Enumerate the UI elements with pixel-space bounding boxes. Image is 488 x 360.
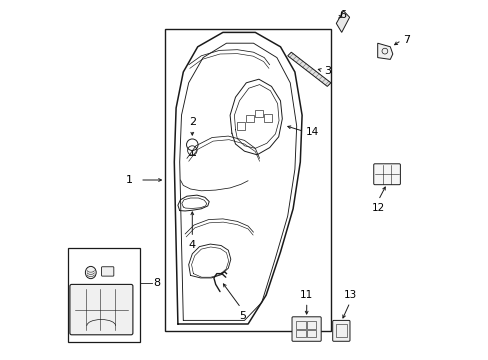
Text: 8: 8 bbox=[153, 278, 160, 288]
Polygon shape bbox=[377, 43, 392, 59]
Polygon shape bbox=[287, 52, 330, 86]
Polygon shape bbox=[336, 11, 349, 32]
Text: 3: 3 bbox=[323, 66, 330, 76]
Bar bbox=[165, 29, 330, 331]
FancyBboxPatch shape bbox=[373, 164, 400, 185]
Bar bbox=[295, 330, 305, 337]
Text: 13: 13 bbox=[343, 290, 356, 300]
Bar bbox=[295, 321, 305, 329]
Text: 10: 10 bbox=[115, 248, 128, 258]
Ellipse shape bbox=[85, 266, 96, 279]
FancyBboxPatch shape bbox=[332, 320, 349, 341]
Bar bbox=[335, 324, 346, 337]
Bar bbox=[236, 122, 244, 130]
Text: 9: 9 bbox=[78, 253, 85, 264]
Text: 14: 14 bbox=[305, 127, 318, 137]
Text: 12: 12 bbox=[371, 203, 384, 213]
Bar bbox=[263, 114, 272, 122]
Text: 4: 4 bbox=[188, 240, 196, 250]
FancyBboxPatch shape bbox=[291, 317, 321, 341]
Text: 1: 1 bbox=[125, 175, 133, 185]
Bar bbox=[306, 321, 316, 329]
Text: 5: 5 bbox=[239, 311, 245, 321]
Text: 11: 11 bbox=[300, 290, 313, 300]
FancyBboxPatch shape bbox=[70, 284, 133, 335]
FancyBboxPatch shape bbox=[102, 267, 114, 276]
Bar bbox=[254, 110, 263, 117]
Bar bbox=[68, 248, 140, 342]
Text: 7: 7 bbox=[402, 35, 409, 45]
Text: 2: 2 bbox=[188, 117, 196, 127]
Text: 6: 6 bbox=[339, 10, 346, 20]
Bar bbox=[306, 330, 316, 337]
Bar bbox=[245, 115, 254, 122]
